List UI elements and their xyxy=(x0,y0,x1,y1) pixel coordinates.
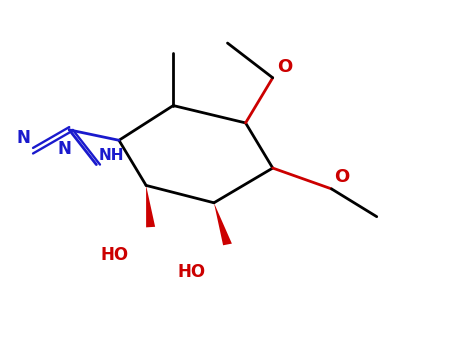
Polygon shape xyxy=(214,203,232,245)
Text: HO: HO xyxy=(101,246,128,264)
Text: O: O xyxy=(277,58,293,76)
Text: N: N xyxy=(58,140,71,158)
Polygon shape xyxy=(146,186,155,228)
Text: N: N xyxy=(17,129,31,147)
Text: NH: NH xyxy=(99,148,124,163)
Text: O: O xyxy=(334,168,349,186)
Text: HO: HO xyxy=(177,263,205,281)
